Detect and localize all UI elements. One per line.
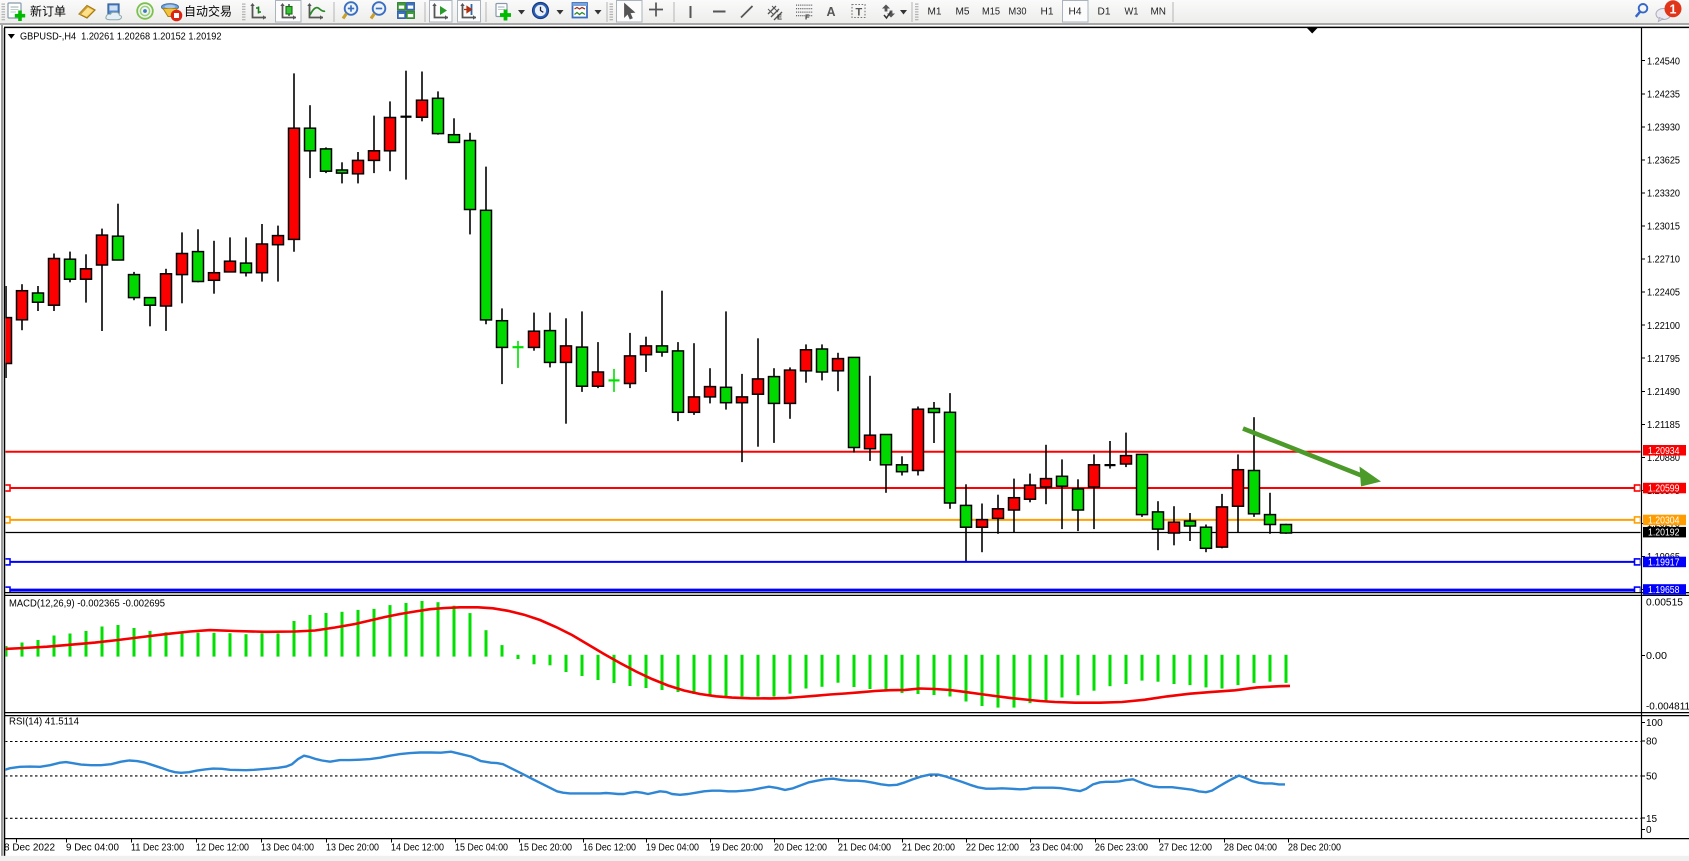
svg-text:20 Dec 12:00: 20 Dec 12:00 [774, 842, 827, 853]
svg-text:T: T [856, 7, 863, 19]
svg-text:9 Dec 04:00: 9 Dec 04:00 [66, 842, 119, 853]
svg-text:1: 1 [1670, 2, 1677, 16]
svg-text:15 Dec 20:00: 15 Dec 20:00 [519, 842, 572, 853]
svg-text:16 Dec 12:00: 16 Dec 12:00 [583, 842, 636, 853]
svg-text:E: E [777, 13, 782, 22]
svg-text:D1: D1 [1098, 6, 1111, 18]
svg-text:13 Dec 20:00: 13 Dec 20:00 [326, 842, 379, 853]
svg-text:1.22100: 1.22100 [1647, 321, 1680, 332]
svg-text:M5: M5 [956, 6, 970, 18]
svg-text:1.20880: 1.20880 [1647, 453, 1680, 464]
svg-text:M30: M30 [1009, 6, 1027, 18]
svg-text:自动交易: 自动交易 [184, 4, 232, 19]
svg-text:27 Dec 12:00: 27 Dec 12:00 [1159, 842, 1212, 853]
svg-text:23 Dec 04:00: 23 Dec 04:00 [1030, 842, 1083, 853]
svg-text:1.24540: 1.24540 [1647, 56, 1680, 67]
svg-text:GBPUSD-,H4 1.20261 1.20268 1.: GBPUSD-,H4 1.20261 1.20268 1.20152 1.201… [20, 32, 222, 43]
svg-text:0.00515: 0.00515 [1646, 597, 1683, 608]
svg-text:8 Dec 2022: 8 Dec 2022 [4, 842, 55, 853]
svg-text:1.20192: 1.20192 [1648, 528, 1680, 539]
svg-text:-0.004811: -0.004811 [1646, 702, 1689, 713]
svg-text:1.22405: 1.22405 [1647, 288, 1680, 299]
svg-text:100: 100 [1646, 718, 1663, 729]
svg-text:28 Dec 04:00: 28 Dec 04:00 [1224, 842, 1277, 853]
svg-text:1.23015: 1.23015 [1647, 222, 1680, 233]
svg-text:A: A [827, 5, 836, 19]
svg-text:W1: W1 [1125, 6, 1139, 18]
svg-text:MN: MN [1151, 6, 1167, 18]
svg-text:1.21185: 1.21185 [1647, 420, 1680, 431]
svg-text:22 Dec 12:00: 22 Dec 12:00 [966, 842, 1019, 853]
svg-text:1.19917: 1.19917 [1648, 558, 1680, 569]
svg-text:1.21795: 1.21795 [1647, 354, 1680, 365]
svg-text:1.20599: 1.20599 [1648, 484, 1680, 495]
svg-text:12 Dec 12:00: 12 Dec 12:00 [196, 842, 249, 853]
svg-text:H1: H1 [1041, 6, 1054, 18]
svg-text:1.23930: 1.23930 [1647, 122, 1680, 133]
svg-text:MACD(12,26,9) -0.002365 -0.002: MACD(12,26,9) -0.002365 -0.002695 [9, 599, 165, 610]
svg-text:14 Dec 12:00: 14 Dec 12:00 [391, 842, 444, 853]
svg-text:0: 0 [1646, 825, 1652, 836]
svg-text:19 Dec 04:00: 19 Dec 04:00 [646, 842, 699, 853]
svg-text:0.00: 0.00 [1646, 651, 1667, 662]
svg-text:28 Dec 20:00: 28 Dec 20:00 [1288, 842, 1341, 853]
svg-text:15: 15 [1646, 814, 1658, 825]
svg-text:F: F [805, 13, 810, 22]
svg-text:1.19658: 1.19658 [1648, 585, 1680, 596]
svg-text:M1: M1 [928, 6, 942, 18]
svg-text:1.20304: 1.20304 [1648, 516, 1680, 527]
svg-text:15 Dec 04:00: 15 Dec 04:00 [455, 842, 508, 853]
svg-text:1.22710: 1.22710 [1647, 255, 1680, 266]
svg-text:1.24235: 1.24235 [1647, 89, 1680, 100]
svg-text:RSI(14) 41.5114: RSI(14) 41.5114 [9, 716, 79, 727]
svg-text:1.23625: 1.23625 [1647, 156, 1680, 167]
svg-text:1.23320: 1.23320 [1647, 189, 1680, 200]
svg-text:50: 50 [1646, 772, 1658, 783]
svg-text:11 Dec 23:00: 11 Dec 23:00 [131, 842, 184, 853]
svg-text:1.20934: 1.20934 [1648, 446, 1680, 457]
svg-text:1.21490: 1.21490 [1647, 387, 1680, 398]
svg-text:M15: M15 [982, 6, 1000, 18]
svg-text:21 Dec 04:00: 21 Dec 04:00 [838, 842, 891, 853]
svg-text:26 Dec 23:00: 26 Dec 23:00 [1095, 842, 1148, 853]
svg-text:19 Dec 20:00: 19 Dec 20:00 [710, 842, 763, 853]
svg-text:21 Dec 20:00: 21 Dec 20:00 [902, 842, 955, 853]
svg-text:13 Dec 04:00: 13 Dec 04:00 [261, 842, 314, 853]
svg-text:新订单: 新订单 [30, 4, 66, 19]
svg-text:80: 80 [1646, 736, 1658, 747]
svg-text:H4: H4 [1069, 6, 1082, 18]
